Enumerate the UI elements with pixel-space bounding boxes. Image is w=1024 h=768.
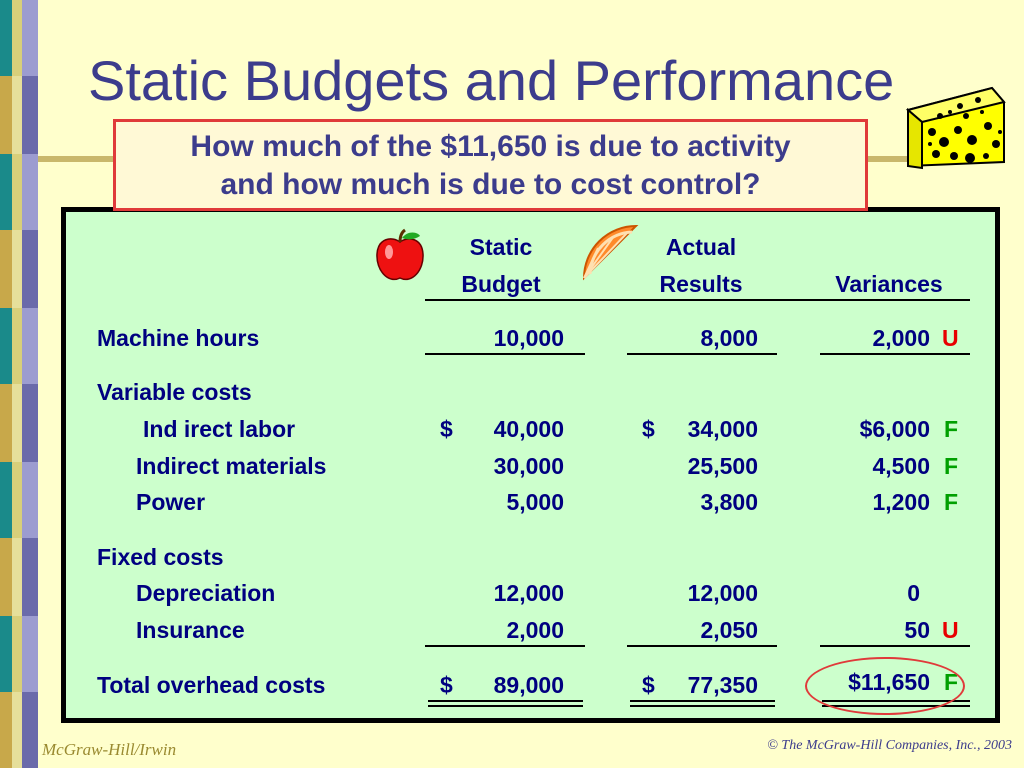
cell-actual-machine-hours: 8,000 (700, 325, 758, 351)
header-actual: Actual (665, 234, 737, 260)
footer-copyright: © The McGraw-Hill Companies, Inc., 2003 (767, 738, 1012, 753)
header-results: Results (659, 271, 743, 297)
cheese-icon (905, 86, 1006, 170)
header-static: Static (469, 234, 533, 260)
underline-budget-2 (425, 645, 585, 647)
cell-variance-insurance: 50 (904, 617, 930, 643)
cell-actual-sign-total: $ (642, 672, 655, 698)
question-box: How much of the $11,650 is due to activi… (113, 119, 868, 211)
page-title: Static Budgets and Performance (88, 49, 895, 112)
apple-icon (376, 228, 424, 281)
row-label-indirect-labor: Ind irect labor (143, 416, 296, 442)
double-underline-actual-b (630, 705, 775, 707)
total-variance-highlight (805, 657, 965, 715)
cell-actual-total: 77,350 (687, 672, 758, 698)
underline-actual-1 (627, 353, 777, 355)
cell-budget-sign-total: $ (440, 672, 453, 698)
underline-budget-1 (425, 353, 585, 355)
cell-actual-insurance: 2,050 (700, 617, 758, 643)
double-underline-budget-b (428, 705, 583, 707)
cell-variance-power: 1,200 (872, 489, 930, 515)
cell-actual-indirect-labor: 34,000 (687, 416, 758, 442)
flag-indirect-labor: F (944, 416, 959, 442)
header-underline (425, 299, 970, 301)
row-label-indirect-materials: Indirect materials (136, 453, 327, 479)
question-line-1: How much of the $11,650 is due to activi… (190, 130, 791, 163)
side-stripes (0, 0, 38, 768)
double-underline-actual-a (630, 700, 775, 702)
section-variable-costs: Variable costs (97, 379, 252, 405)
cell-variance-depreciation: 0 (907, 580, 920, 606)
divider-right (868, 156, 908, 162)
row-label-total: Total overhead costs (97, 672, 326, 698)
section-fixed-costs: Fixed costs (97, 544, 224, 570)
flag-machine-hours: U (942, 325, 959, 351)
cell-actual-sign-indirect-labor: $ (642, 416, 655, 442)
orange-slice-icon (582, 224, 639, 281)
flag-power: F (944, 489, 959, 515)
underline-variance-1 (820, 353, 970, 355)
cell-budget-sign-indirect-labor: $ (440, 416, 453, 442)
cell-variance-indirect-materials: 4,500 (872, 453, 930, 479)
row-label-depreciation: Depreciation (136, 580, 276, 606)
underline-variance-2 (820, 645, 970, 647)
table-panel (66, 212, 995, 718)
row-label-power: Power (136, 489, 206, 515)
cell-budget-indirect-labor: 40,000 (493, 416, 564, 442)
flag-insurance: U (942, 617, 959, 643)
cell-budget-power: 5,000 (506, 489, 564, 515)
divider-left (38, 156, 114, 162)
cell-budget-machine-hours: 10,000 (493, 325, 564, 351)
cell-budget-insurance: 2,000 (506, 617, 564, 643)
cell-budget-indirect-materials: 30,000 (493, 453, 564, 479)
header-variances: Variances (835, 271, 943, 297)
cell-variance-indirect-labor: $6,000 (859, 416, 930, 442)
row-label-insurance: Insurance (136, 617, 245, 643)
cell-actual-indirect-materials: 25,500 (687, 453, 758, 479)
row-label-machine-hours: Machine hours (97, 325, 260, 351)
cell-actual-power: 3,800 (700, 489, 758, 515)
flag-indirect-materials: F (944, 453, 959, 479)
question-line-2: and how much is due to cost control? (220, 168, 761, 201)
cell-budget-depreciation: 12,000 (493, 580, 564, 606)
double-underline-budget-a (428, 700, 583, 702)
cell-budget-total: 89,000 (493, 672, 564, 698)
underline-actual-2 (627, 645, 777, 647)
cell-actual-depreciation: 12,000 (687, 580, 758, 606)
footer-publisher: McGraw-Hill/Irwin (42, 740, 177, 759)
header-budget: Budget (461, 271, 541, 297)
cell-variance-machine-hours: 2,000 (872, 325, 930, 351)
